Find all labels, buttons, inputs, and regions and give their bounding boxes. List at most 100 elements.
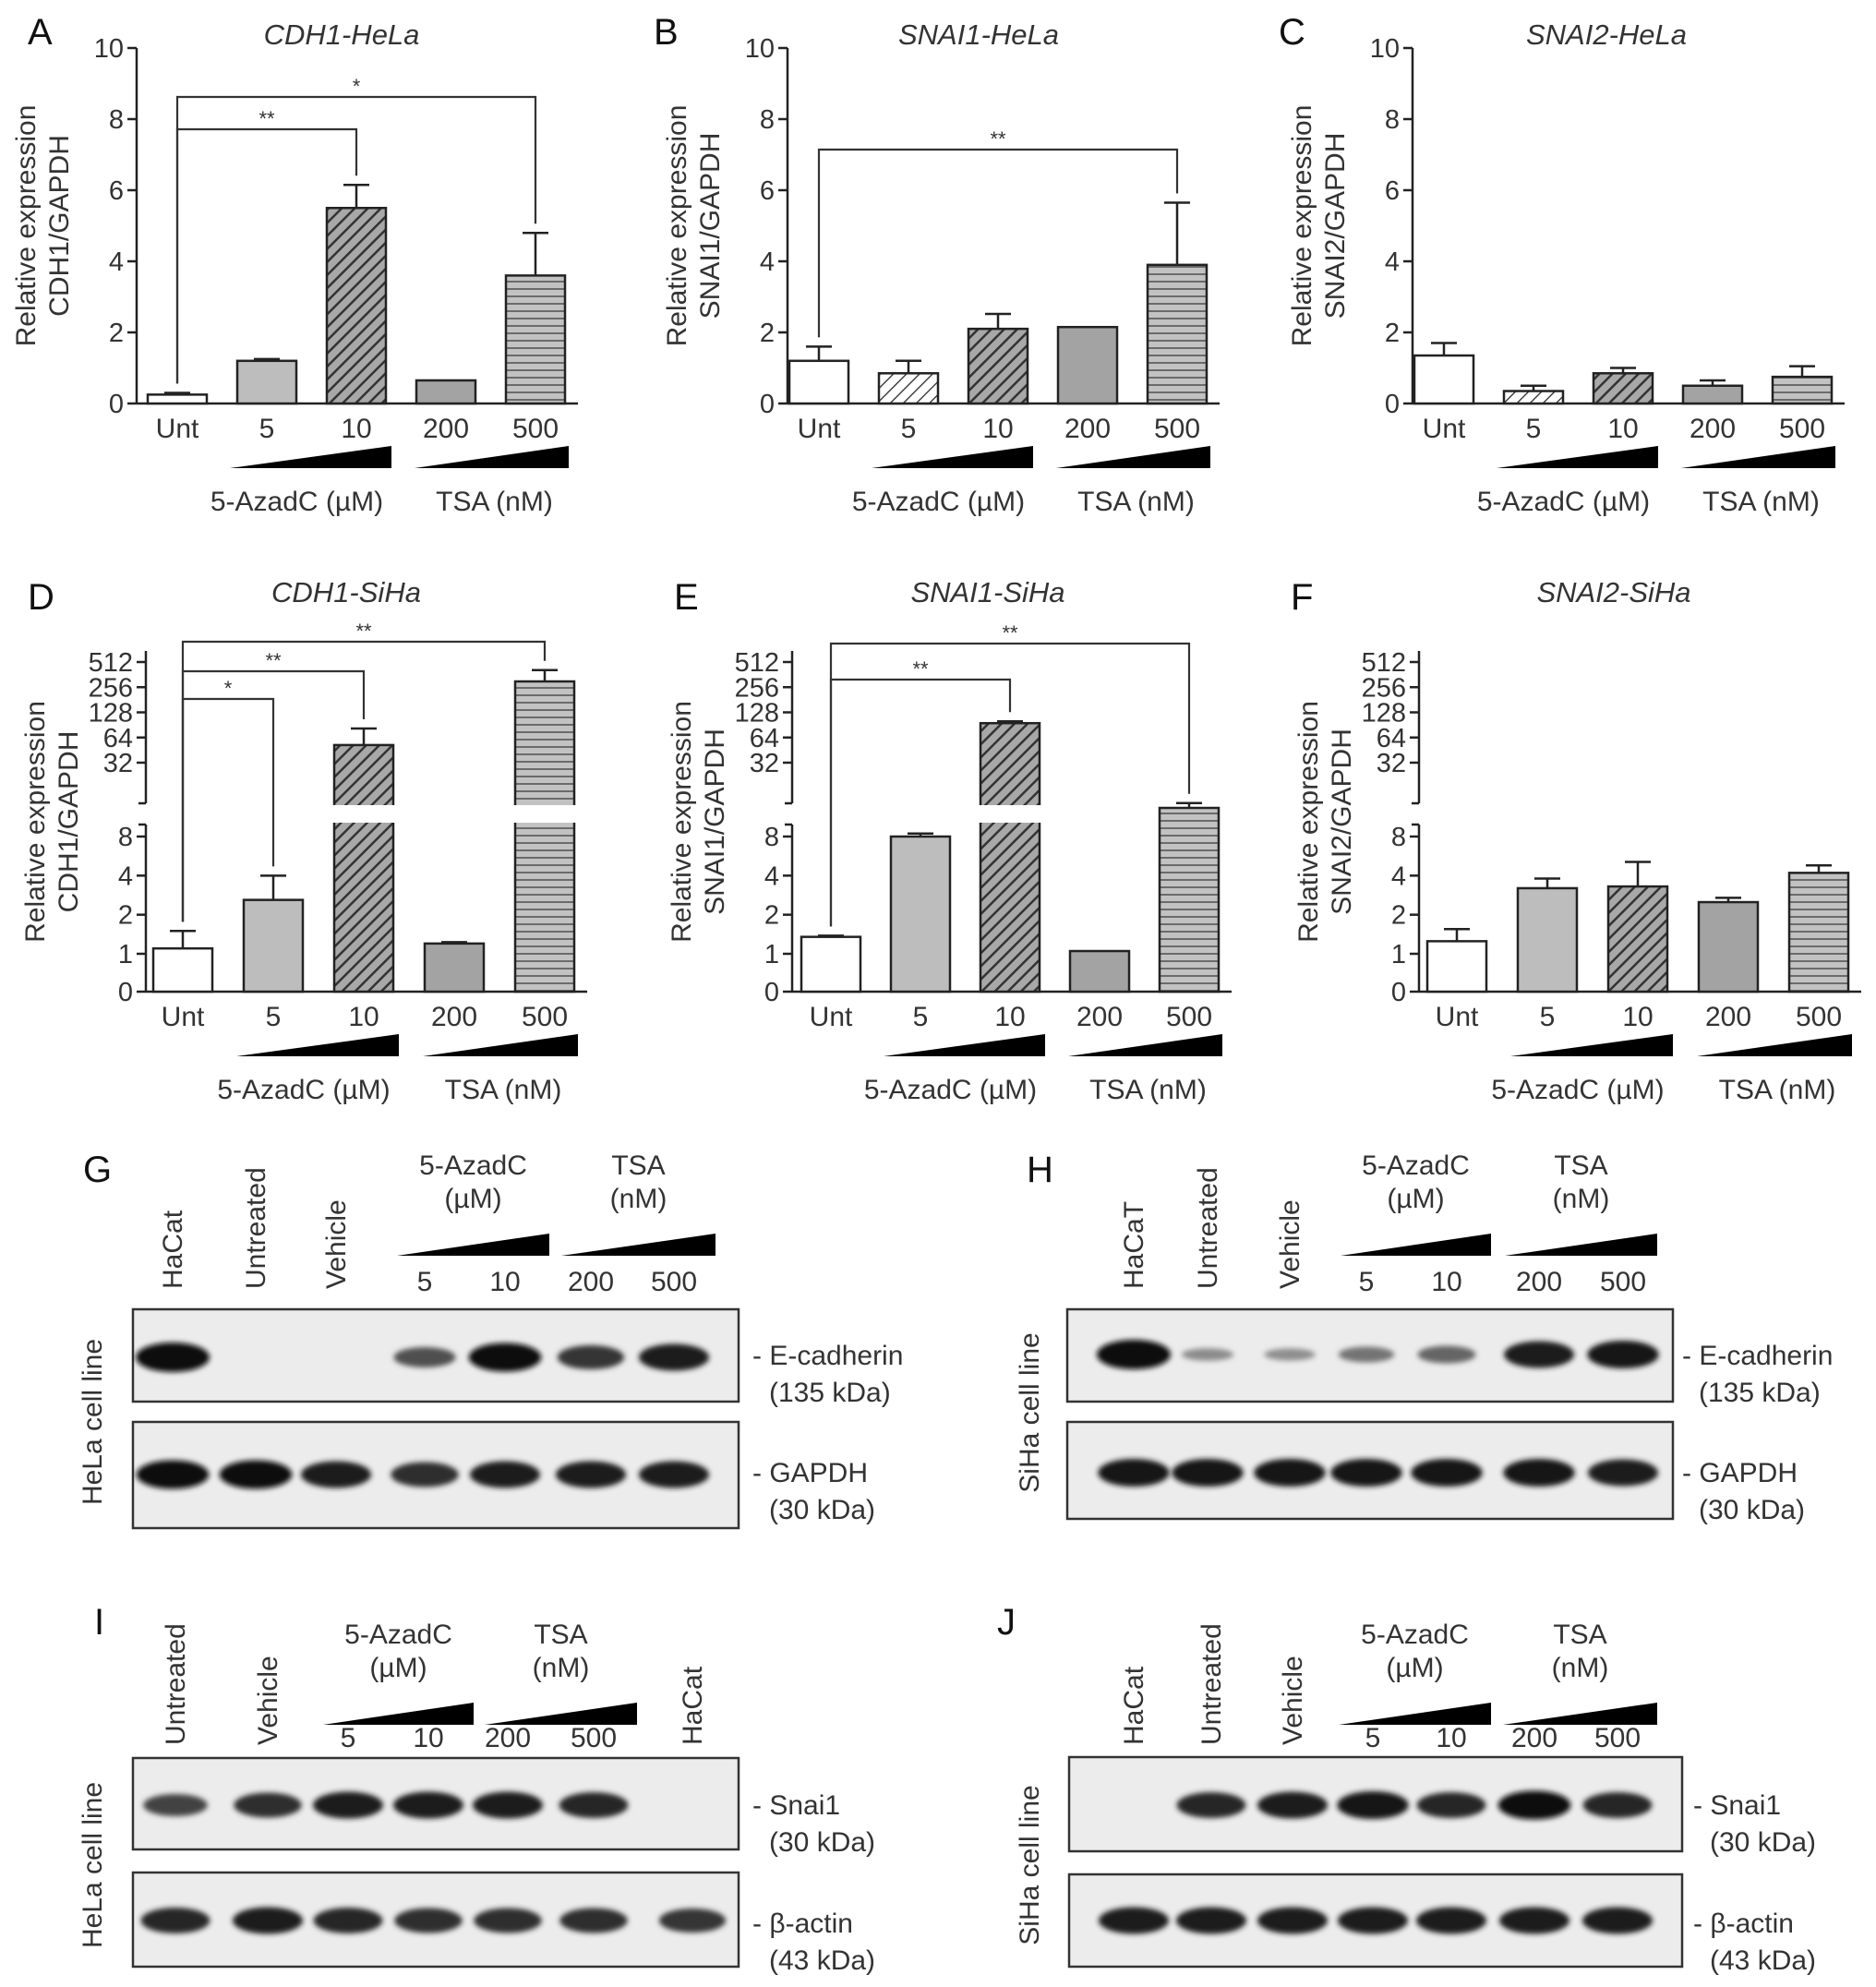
panel-A-y-tick-label: 4 bbox=[109, 247, 124, 277]
panel-F-bar bbox=[1516, 886, 1579, 994]
panel-B-y-label: Relative expression SNAI1/GAPDH bbox=[662, 105, 726, 347]
panel-F-bar bbox=[1425, 940, 1488, 994]
panel-D-x-tick-label: Unt bbox=[162, 1002, 205, 1032]
panel-B-y-label-line1: Relative expression bbox=[662, 105, 692, 347]
panel-C-y-label-line2: SNAI2/GAPDH bbox=[1320, 133, 1351, 319]
panel-E-bar bbox=[1158, 806, 1221, 994]
panel-C-y-tick-label: 4 bbox=[1385, 247, 1400, 277]
panel-F-azadc-wedge bbox=[1510, 1034, 1673, 1056]
panel-F-title: SNAI2-SiHa bbox=[1536, 576, 1690, 608]
panel-I-group-label-line1: TSA bbox=[534, 1620, 587, 1650]
panel-C-bar bbox=[1681, 384, 1744, 405]
panel-H-cell-line-group: SiHa cell line bbox=[1015, 1332, 1045, 1492]
panel-A-significance-label: * bbox=[353, 75, 361, 98]
panel-B-y-label-line2: SNAI1/GAPDH bbox=[695, 133, 726, 319]
panel-I-cell-line-group: HeLa cell line bbox=[78, 1782, 108, 1948]
panel-G-letter: G bbox=[83, 1150, 112, 1190]
panel-I-lane-label: HaCat bbox=[678, 1666, 708, 1745]
panel-D-bar bbox=[423, 942, 486, 994]
panel-H-band bbox=[1181, 1348, 1234, 1361]
panel-H-lane-label: 10 bbox=[1431, 1267, 1461, 1297]
panel-D-title: CDH1-SiHa bbox=[271, 576, 421, 608]
panel-B-significance-label: ** bbox=[990, 127, 1006, 151]
panel-I-lane-label-group: Untreated bbox=[161, 1623, 191, 1745]
panel-G-group-label-line1: 5-AzadC bbox=[419, 1150, 527, 1181]
panel-A-x-tick-label: 10 bbox=[341, 414, 371, 444]
panel-D-y-tick-label: 0 bbox=[118, 978, 133, 1007]
panel-G-group-label-line1: TSA bbox=[611, 1150, 665, 1181]
panel-A-y-label-line1: Relative expression bbox=[11, 105, 42, 347]
panel-E-letter: E bbox=[674, 577, 699, 618]
panel-A-x-tick-label: Unt bbox=[156, 414, 199, 444]
panel-C-bar bbox=[1502, 390, 1565, 405]
panel-F-y-tick-label: 64 bbox=[1377, 724, 1406, 753]
panel-I-band bbox=[232, 1907, 304, 1934]
panel-D-bar bbox=[242, 898, 305, 994]
panel-D-y-tick-label: 4 bbox=[118, 861, 133, 891]
panel-B-title: SNAI1-HeLa bbox=[898, 18, 1059, 51]
panel-I-group-wedge bbox=[485, 1703, 637, 1725]
panel-F-x-tick-label: 200 bbox=[1705, 1002, 1751, 1032]
panel-J-lane-label-group: HaCat bbox=[1119, 1666, 1149, 1745]
panel-F-letter: F bbox=[1291, 577, 1313, 618]
panel-B-bar bbox=[877, 372, 940, 405]
panel-C-bar bbox=[1413, 354, 1475, 405]
panel-I-band bbox=[234, 1792, 302, 1818]
panel-C-tsa-wedge bbox=[1681, 446, 1835, 468]
panel-G-group-wedge bbox=[561, 1234, 716, 1256]
panel-E-x-tick-label: 5 bbox=[913, 1002, 929, 1032]
panel-D-y-label: Relative expression CDH1/GAPDH bbox=[20, 701, 84, 943]
panel-G-row-size: (135 kDa) bbox=[769, 1378, 891, 1408]
panel-J-row-label: - Snai1 bbox=[1693, 1790, 1781, 1821]
panel-A-tsa-wedge bbox=[415, 446, 569, 468]
panel-F-y-tick-label: 0 bbox=[1391, 978, 1406, 1007]
panel-J-lane-label: 10 bbox=[1436, 1723, 1466, 1753]
panel-E-y-tick-label: 1 bbox=[764, 940, 779, 969]
panel-H-group-label-line1: TSA bbox=[1554, 1150, 1607, 1181]
panel-H-band bbox=[1254, 1459, 1326, 1487]
panel-H-band bbox=[1098, 1459, 1170, 1487]
panel-I-group-label-line2: (µM) bbox=[369, 1653, 427, 1683]
panel-G-lane-label: Untreated bbox=[241, 1167, 271, 1289]
panel-J-band bbox=[1337, 1907, 1409, 1934]
panel-D-y-tick-label: 2 bbox=[118, 901, 133, 931]
panel-H-group-wedge bbox=[1341, 1234, 1491, 1256]
panel-A-y-tick-label: 10 bbox=[94, 34, 124, 64]
panel-F-x-tick-label: 10 bbox=[1622, 1002, 1653, 1032]
panel-I-band bbox=[658, 1909, 727, 1933]
panel-F-y-tick-label: 4 bbox=[1391, 861, 1406, 891]
panel-J-lane-label: Untreated bbox=[1197, 1623, 1227, 1745]
panel-J-group-label-line2: (µM) bbox=[1386, 1653, 1443, 1683]
panel-G-band bbox=[391, 1462, 459, 1487]
panel-E-significance-label: ** bbox=[912, 657, 929, 680]
panel-E-y-tick-label: 2 bbox=[764, 901, 779, 931]
panel-D-y-label-line2: CDH1/GAPDH bbox=[54, 731, 84, 913]
panel-F-azadc-label: 5-AzadC (µM) bbox=[1491, 1075, 1664, 1105]
panel-B-tsa-wedge bbox=[1056, 446, 1210, 468]
panel-G-row-label: - GAPDH bbox=[752, 1458, 868, 1488]
panel-A-letter: A bbox=[28, 12, 53, 53]
panel-A-y-tick-label: 0 bbox=[109, 390, 124, 419]
panel-E-azadc-label: 5-AzadC (µM) bbox=[864, 1075, 1037, 1105]
panel-A-significance-bracket bbox=[175, 95, 537, 384]
panel-H-row-label: - GAPDH bbox=[1682, 1458, 1798, 1488]
panel-C-x-tick-label: 200 bbox=[1690, 414, 1736, 444]
panel-A-x-tick-label: 5 bbox=[259, 414, 275, 444]
panel-D-y-tick-label: 1 bbox=[118, 940, 133, 969]
panel-J-band bbox=[1257, 1907, 1329, 1934]
panel-D-tsa-wedge bbox=[423, 1034, 578, 1056]
panel-I-letter: I bbox=[94, 1602, 104, 1643]
panel-H-lane-label-group: Untreated bbox=[1193, 1167, 1223, 1289]
panel-A-y-tick-label: 8 bbox=[109, 105, 124, 135]
panel-I-band bbox=[143, 1794, 208, 1816]
panel-B-x-tick-label: 200 bbox=[1064, 414, 1111, 444]
panel-G-band bbox=[136, 1460, 210, 1489]
panel-H-lane-label: Vehicle bbox=[1275, 1199, 1305, 1289]
panel-C-y-label: Relative expression SNAI2/GAPDH bbox=[1287, 105, 1351, 347]
panel-B-bar bbox=[1056, 325, 1119, 405]
panel-H-group-label-line1: 5-AzadC bbox=[1362, 1150, 1470, 1181]
panel-I-group-label-line2: (nM) bbox=[533, 1653, 590, 1683]
panel-H-group-wedge bbox=[1505, 1234, 1657, 1256]
panel-A-bar bbox=[235, 359, 298, 405]
panel-D-azadc-label: 5-AzadC (µM) bbox=[217, 1075, 390, 1105]
